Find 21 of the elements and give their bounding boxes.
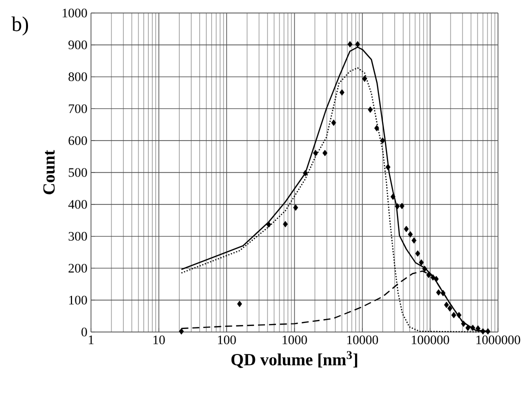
x-tick-label: 100	[218, 336, 236, 344]
x-tick-label: 100000	[412, 336, 450, 344]
x-tick-label: 1000	[282, 336, 307, 344]
x-tick-label: 10000	[347, 336, 378, 344]
text: b)	[12, 16, 28, 36]
y-tick-label: 300	[68, 232, 87, 241]
y-tick-label: 400	[68, 200, 87, 209]
y-tick-label: 900	[68, 40, 87, 50]
y-tick-label: 700	[68, 104, 87, 114]
x-axis-title: QD volume [nm$^{3}$]	[231, 351, 358, 368]
y-tick-label: 600	[68, 136, 87, 145]
y-tick-label: 500	[68, 168, 87, 177]
x-tick-label: 1	[88, 336, 94, 344]
y-tick-label: 0	[82, 328, 87, 336]
x-tick-label: 10	[154, 336, 165, 344]
x-tick-label: 1000000	[476, 336, 520, 344]
y-axis-title: Count	[43, 150, 55, 194]
y-tick-label: 100	[69, 296, 87, 304]
y-tick-label: 200	[68, 264, 87, 273]
y-tick-label: 800	[68, 72, 87, 82]
y-tick-label: 1000	[62, 8, 87, 18]
